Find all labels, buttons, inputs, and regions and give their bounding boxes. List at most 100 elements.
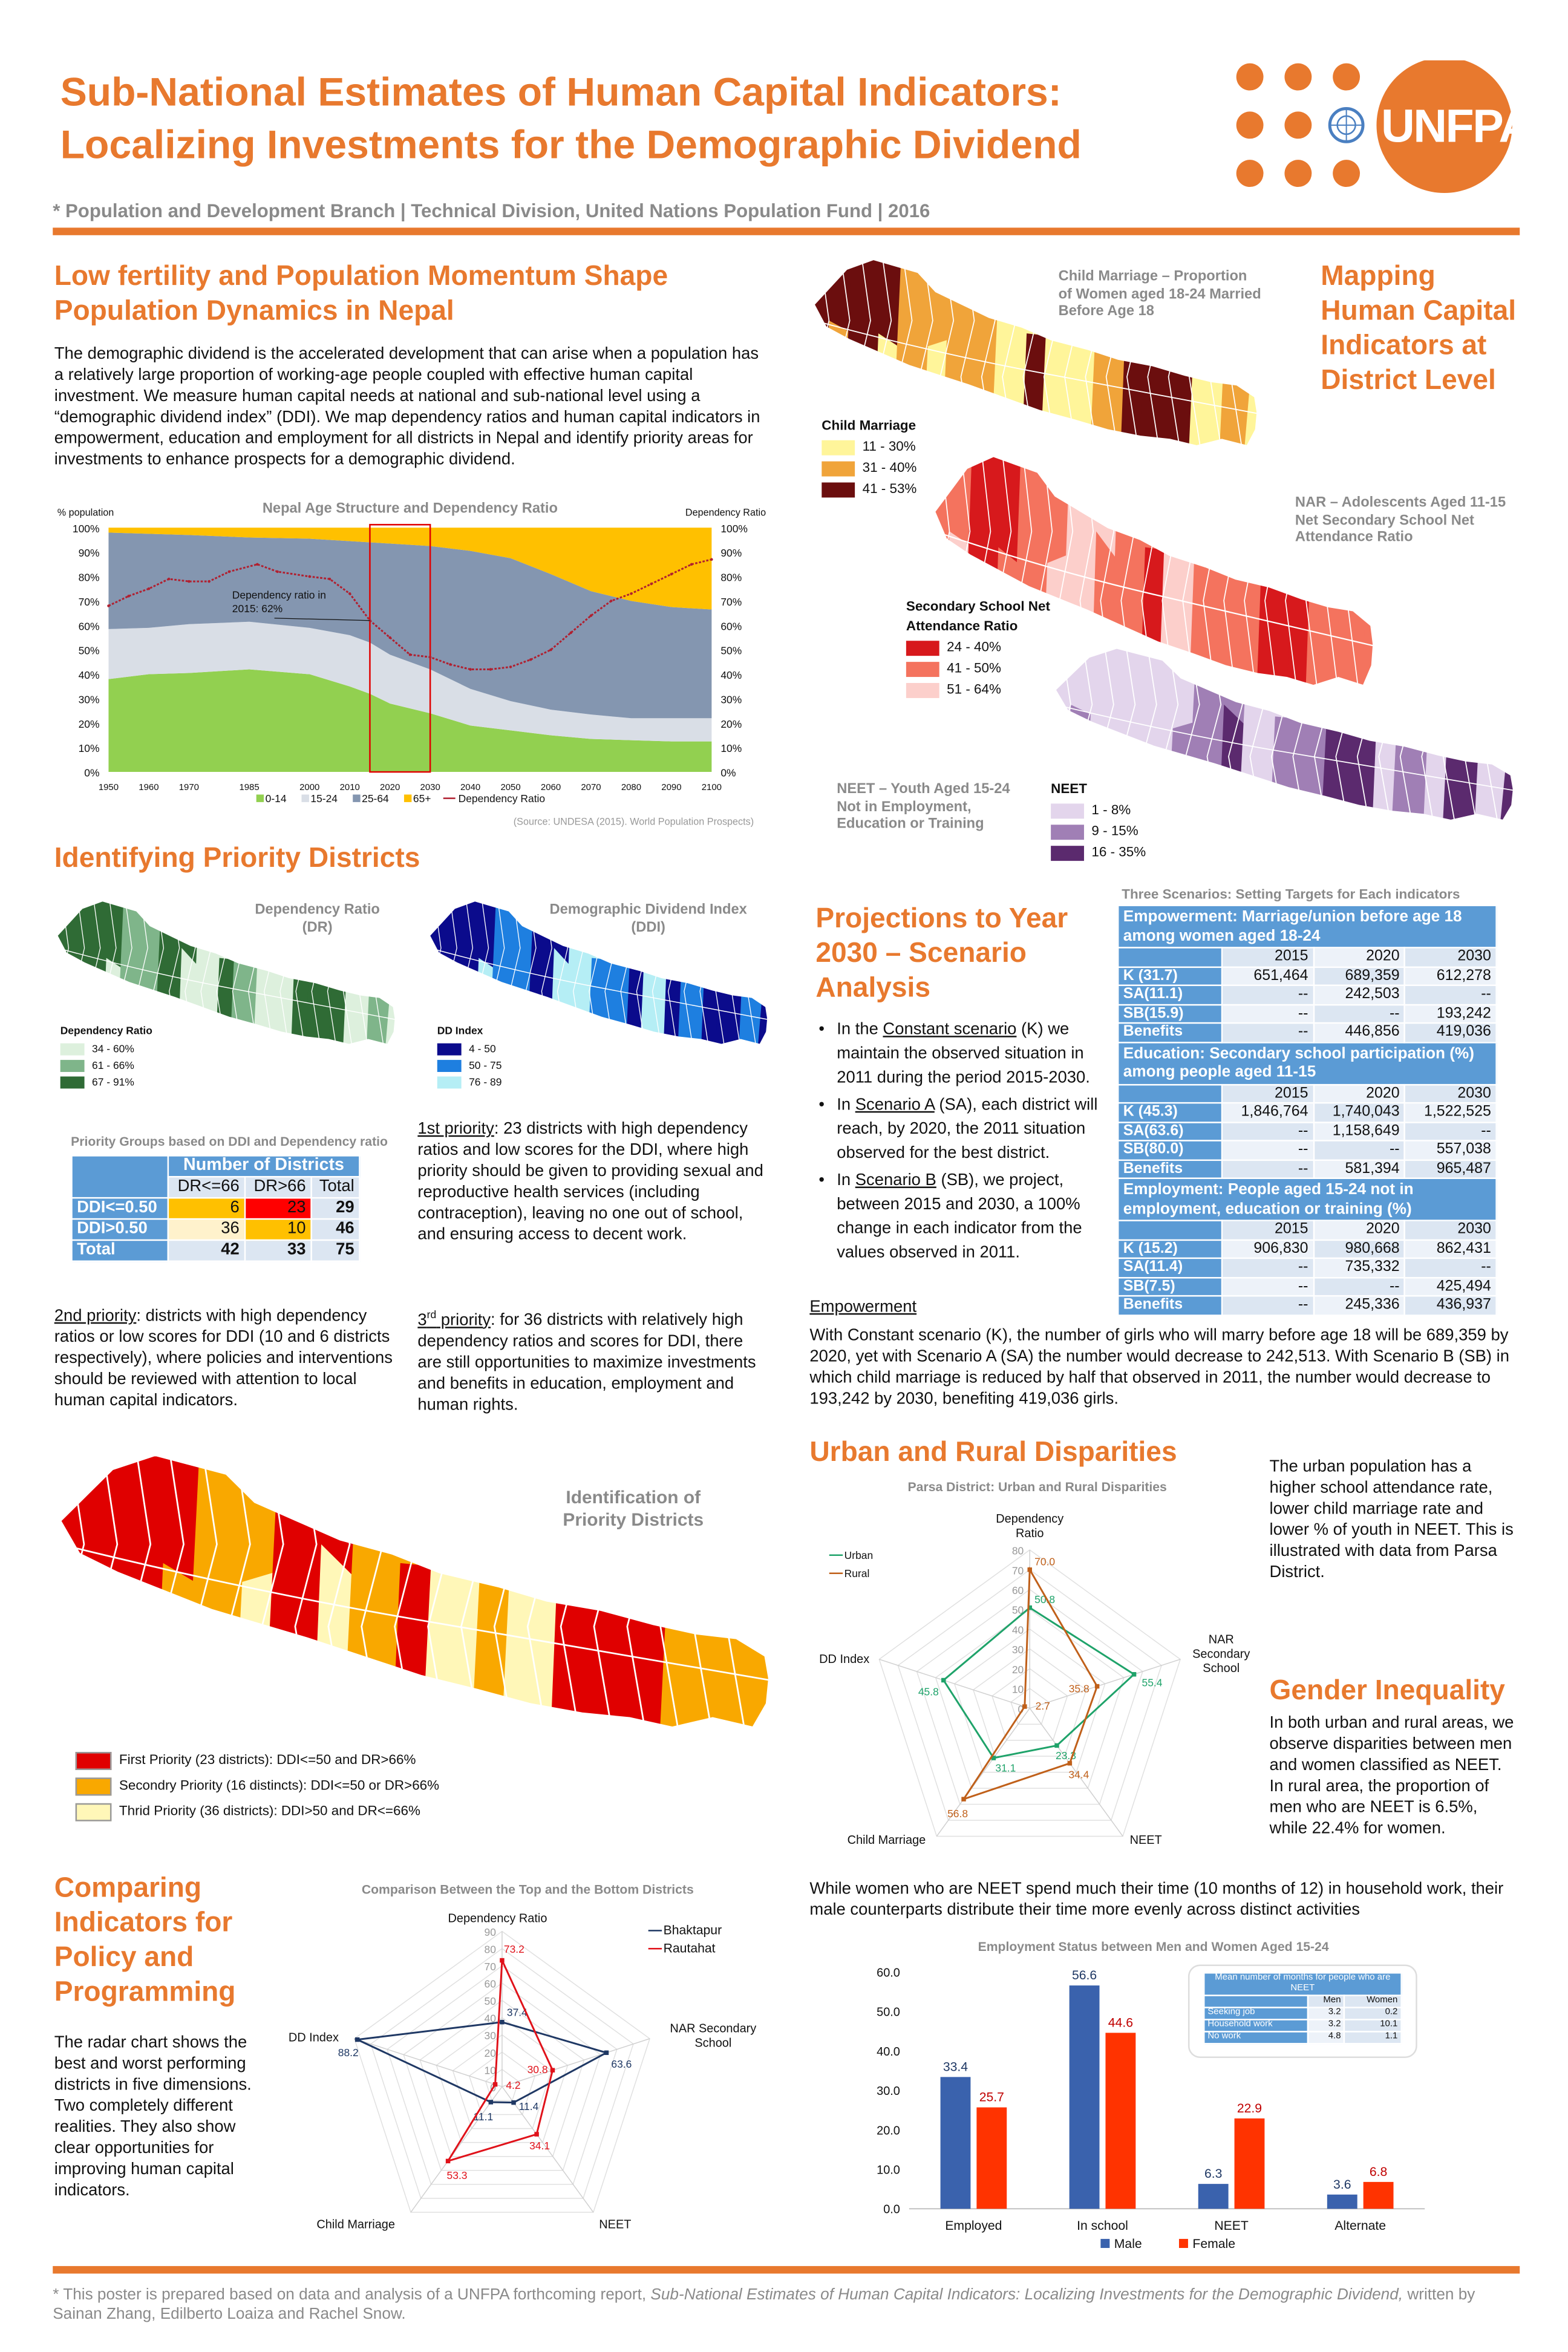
row-header: K (45.3): [1117, 1102, 1223, 1123]
ddi-legend-title: DD Index: [437, 1027, 483, 1037]
table-cell: 1,846,764: [1221, 1102, 1315, 1123]
empowerment-label: Empowerment: [809, 1298, 917, 1316]
y-tick-label: 50%: [79, 645, 100, 657]
legend-label: 15-24: [310, 792, 338, 805]
dependency-ratio-point: [188, 580, 191, 583]
table-cell: 581,394: [1312, 1158, 1406, 1179]
table-cell: 4.8: [1307, 2031, 1345, 2045]
table-row: Benefits -- 446,856 419,036: [1117, 1022, 1497, 1043]
y-tick-label: 80%: [79, 572, 100, 584]
row-header: Household work: [1203, 2019, 1308, 2033]
legend-label: Male: [1114, 2237, 1142, 2251]
bar-female: [1363, 2181, 1394, 2209]
first-priority-body: : 23 districts with high dependency rati…: [417, 1120, 763, 1244]
dependency-ratio-line: [108, 558, 712, 670]
legend-swatch: [822, 460, 855, 476]
table-cell: --: [1404, 1257, 1497, 1278]
table-cell: --: [1312, 1003, 1406, 1024]
table-cell: 980,668: [1312, 1238, 1406, 1259]
table-cell: 446,856: [1312, 1022, 1406, 1043]
radial-tick-label: 0: [1018, 1703, 1024, 1715]
axis-label-line: NAR Secondary: [670, 2022, 756, 2036]
priority-table: Number of Districts DR<=66 DR>66 Total DDI<=…: [71, 1155, 361, 1263]
priority-map-legend: First Priority (23 districts): DDI<=50 a…: [75, 1748, 440, 1824]
legend-swatch: [353, 794, 361, 802]
district-border: [430, 947, 769, 1021]
table-row: Benefits -- 245,336 436,937: [1117, 1295, 1497, 1316]
neet-map-label: NEET – Youth Aged 15-24 Not in Employmen…: [837, 781, 1010, 832]
legend-item: 9 - 15%: [1051, 820, 1146, 841]
data-label: 35.8: [1069, 1683, 1089, 1695]
data-point: [1027, 1567, 1032, 1572]
table-row: No work 4.8 1.1: [1203, 2031, 1402, 2045]
data-label: 33.4: [943, 2060, 968, 2074]
legend-item: 41 - 53%: [822, 478, 916, 499]
y2-tick-label: 40%: [720, 669, 742, 681]
table-cell: --: [1312, 1276, 1406, 1297]
y2-tick-label: 0%: [720, 767, 736, 779]
dependency-ratio-point: [388, 636, 391, 639]
dependency-ratio-point: [609, 599, 613, 603]
year-row: 2015 2020 2030: [1117, 1083, 1497, 1104]
legend-item: 34 - 60%: [60, 1042, 152, 1058]
district-border: [60, 1543, 773, 1682]
dependency-ratio-point: [348, 592, 351, 595]
table-cell: 1,740,043: [1312, 1102, 1406, 1123]
legend-swatch: [60, 1060, 85, 1073]
table-row: K (45.3) 1,846,764 1,740,043 1,522,525: [1117, 1102, 1497, 1123]
third-priority-text: 3rd priority: for 36 districts with rela…: [417, 1305, 769, 1415]
corner-cell: [71, 1155, 169, 1199]
legend-swatch: [906, 640, 939, 656]
table-cell: --: [1221, 1295, 1315, 1316]
table-row: SB(7.5) -- -- 425,494: [1117, 1276, 1497, 1297]
y-tick-label: 50.0: [877, 2006, 900, 2019]
radial-tick-label: 50: [485, 1995, 497, 2007]
table-cell: 0.2: [1344, 2007, 1402, 2020]
child-marriage-map: [813, 256, 1267, 460]
column-header: DR>66: [244, 1175, 312, 1199]
x-tick-label: 1950: [99, 782, 119, 792]
legend-label: 65+: [413, 792, 431, 805]
area-25-64: [108, 532, 712, 719]
y2-tick-label: 70%: [720, 596, 742, 608]
unfpa-logo-icon: [1236, 57, 1512, 194]
group-header: Number of Districts: [167, 1155, 361, 1178]
radial-tick-label: 70: [485, 1961, 497, 1973]
axis-label: NEET: [599, 2218, 631, 2232]
table-title-row: Mean number of months for people who are…: [1203, 1971, 1402, 1996]
gender-lead: While women who are NEET spend much thei…: [809, 1880, 1504, 1919]
table-row: K (31.7) 651,464 689,359 612,278: [1117, 965, 1497, 986]
area-0-14: [108, 669, 712, 773]
legend-label: Female: [1192, 2237, 1235, 2251]
y2-axis-label: Dependency Ratio: [685, 507, 766, 518]
axis-label-line: DD Index: [289, 2031, 339, 2045]
corner-cell: [1117, 1083, 1223, 1104]
table-cell: 10.1: [1344, 2019, 1402, 2033]
first-priority-label: 1st priority: [417, 1120, 494, 1138]
scenario-name: Constant scenario: [883, 1021, 1017, 1039]
second-priority-text: 2nd priority: districts with high depend…: [54, 1305, 404, 1411]
dependency-ratio-point: [569, 631, 572, 635]
dependency-ratio-point: [690, 563, 693, 566]
section-header: Empowerment: Marriage/union before age 1…: [1117, 904, 1497, 949]
ddi-map: Demographic Dividend Index (DDI) DD Inde…: [430, 898, 769, 1094]
axis-label-line: Child Marriage: [848, 1834, 926, 1847]
data-point: [492, 2082, 498, 2087]
table-row: DDI<=0.50 6 23 29: [71, 1197, 361, 1220]
axis-label-line: School: [1203, 1662, 1240, 1675]
table-cell: --: [1221, 1140, 1315, 1160]
grid-ring: [1010, 1688, 1050, 1725]
chart-title: Employment Status between Men and Women …: [978, 1940, 1329, 1954]
y2-tick-label: 60%: [720, 620, 742, 632]
corner-cell: [1117, 947, 1223, 967]
radial-tick-label: 50: [1012, 1604, 1024, 1616]
neet-months-callout: Mean number of months for people who are…: [1187, 1964, 1417, 2058]
nar-map-label: NAR – Adolescents Aged 11-15 Net Seconda…: [1295, 494, 1506, 546]
x-tick-label: 2050: [500, 782, 520, 792]
radar-axis: [354, 2038, 503, 2088]
section-header-row: Empowerment: Marriage/union before age 1…: [1117, 904, 1497, 949]
table-row: Household work 3.2 10.1: [1203, 2019, 1402, 2033]
dependency-ratio-point: [509, 665, 512, 668]
data-label: 25.7: [979, 2091, 1004, 2105]
top-bottom-radar-svg: Comparison Between the Top and the Botto…: [289, 1883, 756, 2232]
